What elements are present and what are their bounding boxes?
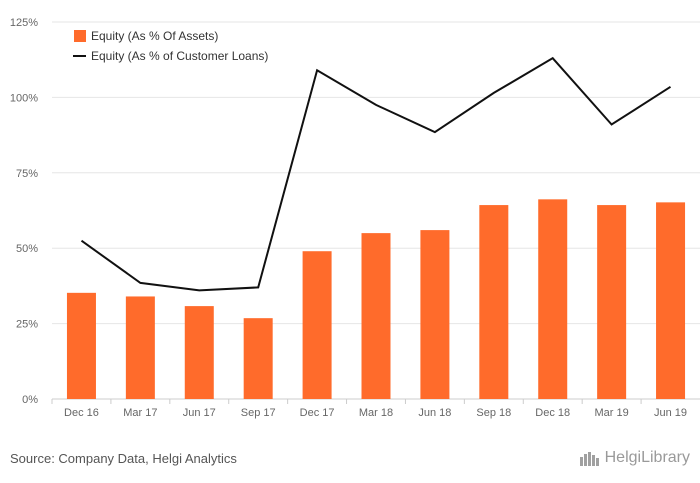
- y-tick-label: 75%: [16, 168, 38, 180]
- bar: [479, 205, 509, 399]
- footer: Source: Company Data, Helgi Analytics He…: [0, 443, 700, 483]
- legend-swatch-assets: [74, 30, 86, 42]
- x-tick-label: Sep 18: [476, 407, 511, 419]
- x-tick-label: Dec 17: [300, 407, 335, 419]
- x-tick-label: Mar 18: [359, 407, 393, 419]
- y-tick-label: 50%: [16, 243, 38, 255]
- x-tick-label: Sep 17: [241, 407, 276, 419]
- y-tick-label: 0%: [22, 394, 38, 406]
- bar: [361, 233, 391, 399]
- library-logo-icon: [579, 452, 599, 466]
- line-series: [80, 56, 672, 292]
- bar: [302, 251, 332, 399]
- y-tick-label: 125%: [10, 17, 38, 29]
- y-tick-label: 25%: [16, 319, 38, 331]
- source-note: Source: Company Data, Helgi Analytics: [10, 451, 237, 466]
- bar: [243, 318, 273, 399]
- legend: Equity (As % Of Assets) Equity (As % of …: [73, 29, 268, 63]
- x-axis: Dec 16 Mar 17 Jun 17 Sep 17 Dec 17 Mar 18 Jun …: [51, 399, 687, 419]
- line: [80, 56, 672, 292]
- bar: [184, 306, 214, 399]
- chart: 0% 25% 50% 75% 100% 125% Dec 16 Mar 17 Jun 17 Se…: [10, 17, 700, 419]
- x-tick-label: Dec 18: [535, 407, 570, 419]
- legend-label-loans: Equity (As % of Customer Loans): [91, 49, 268, 63]
- y-axis: 0% 25% 50% 75% 100% 125%: [10, 17, 38, 406]
- x-tick-label: Mar 19: [595, 407, 629, 419]
- x-tick-label: Dec 16: [64, 407, 99, 419]
- bar: [538, 199, 568, 399]
- bar: [125, 296, 155, 399]
- x-tick-label: Jun 17: [183, 407, 216, 419]
- x-tick-label: Mar 17: [123, 407, 157, 419]
- brand: HelgiLibrary: [579, 449, 690, 467]
- brand-name: HelgiLibrary: [604, 449, 690, 466]
- bar: [420, 230, 450, 399]
- legend-label-assets: Equity (As % Of Assets): [91, 29, 218, 43]
- bar: [656, 202, 686, 399]
- x-tick-label: Jun 18: [418, 407, 451, 419]
- x-tick-label: Jun 19: [654, 407, 687, 419]
- bar: [597, 205, 627, 399]
- bar: [66, 292, 96, 399]
- y-tick-label: 100%: [10, 92, 38, 104]
- bars: [66, 199, 686, 399]
